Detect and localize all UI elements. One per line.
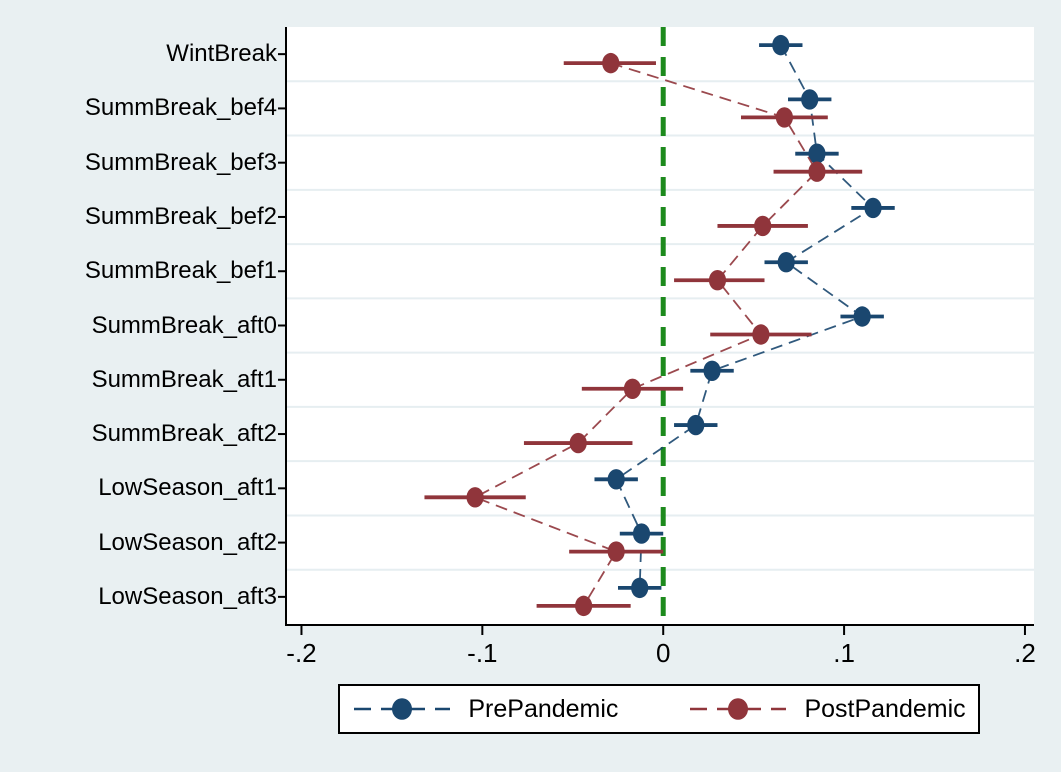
marker-postpandemic (754, 215, 772, 237)
marker-prepandemic (631, 577, 649, 599)
marker-postpandemic (607, 541, 625, 562)
marker-prepandemic (864, 197, 882, 219)
x-tick-label: -.2 (286, 638, 317, 668)
legend-label-prepandemic: PrePandemic (468, 694, 619, 723)
legend-entry-postpandemic: PostPandemic (688, 694, 966, 724)
marker-prepandemic (853, 306, 871, 327)
x-tick-label: 0 (655, 638, 671, 668)
marker-postpandemic (775, 107, 793, 128)
marker-prepandemic (808, 143, 826, 164)
legend-label-postpandemic: PostPandemic (804, 694, 966, 723)
x-tick-label: .2 (1014, 638, 1036, 668)
legend-key-dot (728, 698, 749, 720)
legend: PrePandemic PostPandemic (338, 684, 980, 734)
legend-key-dot (392, 698, 413, 720)
legend-entry-prepandemic: PrePandemic (352, 695, 618, 724)
marker-postpandemic (708, 270, 727, 291)
y-tick-label: LowSeason_aft2 (98, 528, 277, 556)
marker-postpandemic (575, 595, 593, 617)
y-tick-label: SummBreak_bef4 (84, 94, 277, 122)
y-tick-label: LowSeason_aft3 (98, 582, 277, 610)
y-tick-label: WintBreak (166, 40, 277, 68)
marker-postpandemic (752, 324, 770, 345)
marker-prepandemic (703, 360, 721, 381)
prepandemic-marker-icon (354, 698, 451, 720)
x-tick-label: -.1 (467, 638, 498, 668)
y-tick-label: SummBreak_aft2 (91, 420, 277, 448)
y-tick-label: SummBreak_bef1 (84, 257, 277, 285)
x-tick-label: .1 (833, 638, 855, 668)
marker-postpandemic (466, 487, 484, 508)
plot-background (287, 27, 1034, 624)
y-tick-label: LowSeason_aft1 (98, 474, 277, 502)
marker-postpandemic (602, 52, 620, 74)
y-tick-label: SummBreak_bef3 (84, 148, 277, 176)
marker-postpandemic (808, 161, 826, 182)
marker-postpandemic (569, 432, 587, 454)
marker-prepandemic (607, 469, 625, 490)
marker-prepandemic (772, 34, 790, 56)
y-tick-label: SummBreak_aft1 (91, 365, 277, 393)
marker-prepandemic (687, 414, 705, 436)
y-tick-label: SummBreak_bef2 (84, 202, 277, 230)
marker-prepandemic (777, 252, 795, 273)
marker-prepandemic (632, 523, 651, 544)
y-tick-label: SummBreak_aft0 (91, 311, 277, 339)
marker-postpandemic (623, 378, 642, 399)
marker-prepandemic (801, 89, 819, 110)
postpandemic-marker-icon (690, 698, 787, 720)
